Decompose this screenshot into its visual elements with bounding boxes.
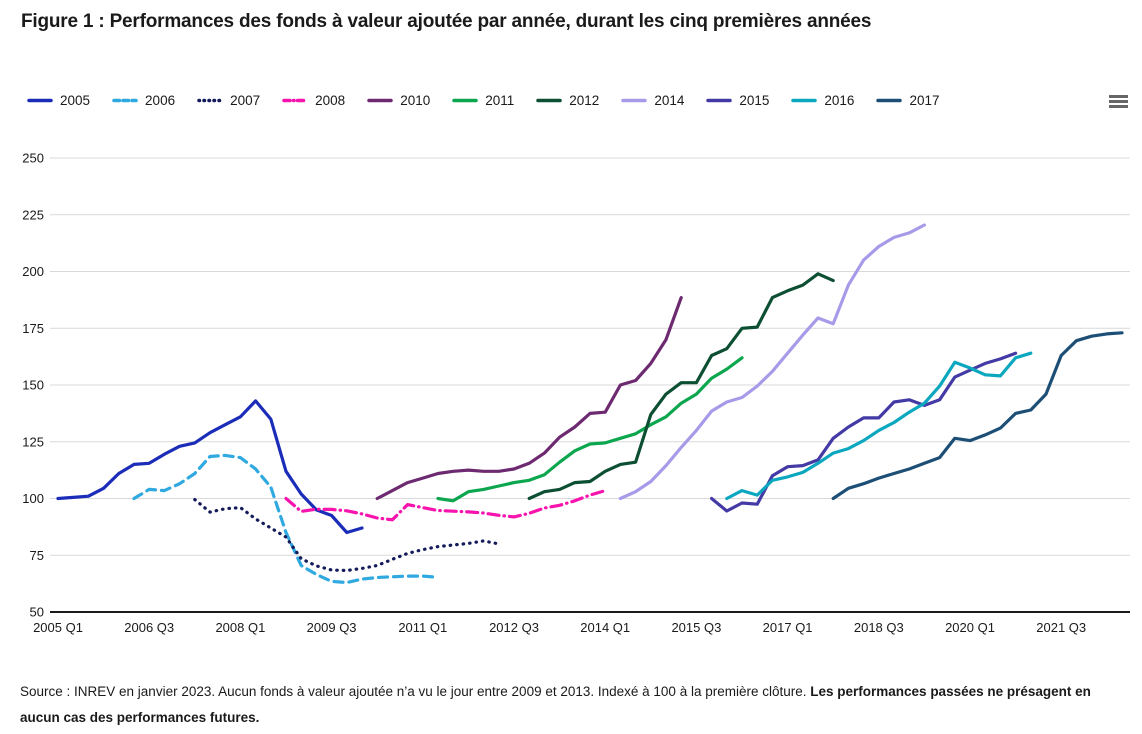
y-axis-label: 225 xyxy=(22,207,44,222)
legend-item-label: 2006 xyxy=(145,93,176,108)
x-axis-label: 2005 Q1 xyxy=(33,620,83,635)
legend-item-label: 2010 xyxy=(400,93,431,108)
legend-item-label: 2005 xyxy=(60,93,91,108)
x-axis-label: 2017 Q1 xyxy=(763,620,813,635)
legend-item-2015[interactable]: 2015 xyxy=(706,93,769,108)
legend-swatch-icon xyxy=(536,98,563,103)
legend-item-label: 2017 xyxy=(909,93,940,108)
legend-item-label: 2014 xyxy=(654,93,685,108)
y-axis-label: 150 xyxy=(22,378,44,393)
x-axis-label: 2015 Q3 xyxy=(671,620,721,635)
x-axis-label: 2008 Q1 xyxy=(215,620,265,635)
y-axis-label: 75 xyxy=(30,548,44,563)
legend-item-2017[interactable]: 2017 xyxy=(876,93,940,108)
legend-swatch-icon xyxy=(791,98,818,103)
legend-swatch-icon xyxy=(621,98,648,103)
footnote-text: Source : INREV en janvier 2023. Aucun fo… xyxy=(20,684,811,699)
legend-item-2012[interactable]: 2012 xyxy=(536,93,599,108)
legend-item-2010[interactable]: 2010 xyxy=(367,93,430,108)
legend-item-2011[interactable]: 2011 xyxy=(452,93,514,108)
x-axis-label: 2018 Q3 xyxy=(854,620,904,635)
legend-swatch-icon xyxy=(112,98,138,103)
y-axis-label: 175 xyxy=(22,321,44,336)
y-axis-label: 200 xyxy=(22,264,44,279)
series-line-2011[interactable] xyxy=(436,356,744,503)
legend-item-2008[interactable]: 2008 xyxy=(282,93,345,108)
series-line-2017[interactable] xyxy=(831,331,1124,501)
legend-swatch-icon xyxy=(282,98,308,103)
x-axis-label: 2012 Q3 xyxy=(489,620,539,635)
legend-item-label: 2012 xyxy=(569,93,600,108)
series-line-2016[interactable] xyxy=(725,351,1033,501)
y-axis-label: 125 xyxy=(22,434,44,449)
y-axis-label: 50 xyxy=(30,605,44,620)
legend-item-label: 2015 xyxy=(739,93,770,108)
series-line-2005[interactable] xyxy=(56,399,364,535)
x-axis-label: 2020 Q1 xyxy=(945,620,995,635)
hamburger-icon xyxy=(1109,95,1128,98)
legend-item-2007[interactable]: 2007 xyxy=(197,93,260,108)
series-line-2006[interactable] xyxy=(132,453,440,585)
legend-swatch-icon xyxy=(452,98,478,103)
x-axis-label: 2014 Q1 xyxy=(580,620,630,635)
series-line-2015[interactable] xyxy=(709,351,1018,513)
source-footnote: Source : INREV en janvier 2023. Aucun fo… xyxy=(20,679,1098,731)
chart-export-menu-button[interactable] xyxy=(1109,95,1128,110)
series-line-2010[interactable] xyxy=(375,296,683,501)
legend-item-2014[interactable]: 2014 xyxy=(621,93,684,108)
legend-swatch-icon xyxy=(876,98,903,103)
legend-swatch-icon xyxy=(197,98,223,103)
x-axis-label: 2009 Q3 xyxy=(307,620,357,635)
footnote-bold-text: Les performances passées ne présagent en… xyxy=(20,684,1091,725)
figure-title: Figure 1 : Performances des fonds à vale… xyxy=(21,11,872,32)
y-axis-label: 100 xyxy=(22,491,44,506)
chart-legend: 2005 2006 2007 2008 2010 2011 2012 2014 2015 2016… xyxy=(27,93,940,108)
legend-item-label: 2016 xyxy=(824,93,855,108)
legend-item-label: 2007 xyxy=(230,93,261,108)
series-line-2012[interactable] xyxy=(527,272,835,501)
series-line-2008[interactable] xyxy=(284,489,607,522)
y-axis-label: 250 xyxy=(22,151,44,166)
series-line-2014[interactable] xyxy=(618,223,927,501)
x-axis-label: 2011 Q1 xyxy=(398,620,447,635)
legend-item-label: 2011 xyxy=(485,93,515,108)
legend-item-2016[interactable]: 2016 xyxy=(791,93,854,108)
hamburger-icon xyxy=(1109,105,1128,108)
x-axis-label: 2006 Q3 xyxy=(124,620,174,635)
hamburger-icon xyxy=(1109,100,1128,103)
legend-swatch-icon xyxy=(706,98,733,103)
x-axis-label: 2021 Q3 xyxy=(1036,620,1086,635)
legend-item-2005[interactable]: 2005 xyxy=(27,93,90,108)
legend-item-2006[interactable]: 2006 xyxy=(112,93,175,108)
legend-swatch-icon xyxy=(27,98,53,103)
legend-swatch-icon xyxy=(367,98,393,103)
legend-item-label: 2008 xyxy=(315,93,346,108)
